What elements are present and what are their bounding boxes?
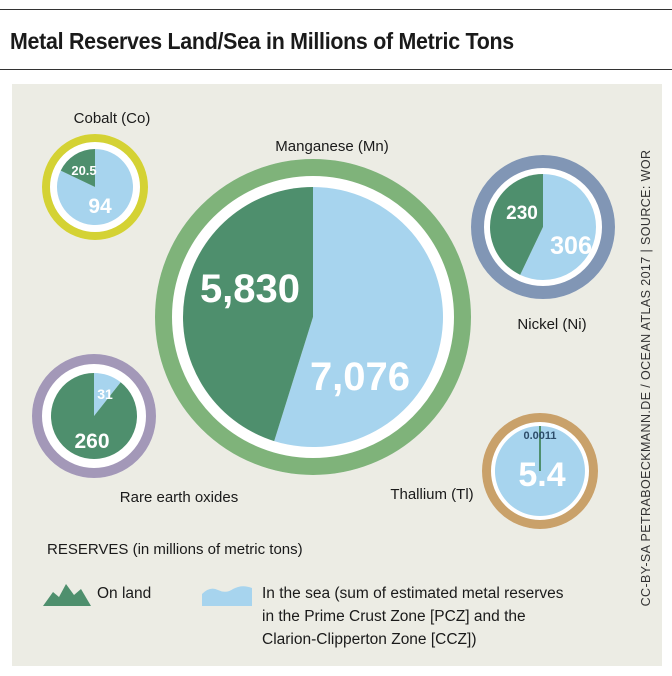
thallium-sea-value-label: 5.4	[518, 456, 565, 494]
title-rule	[0, 69, 672, 70]
top-rule	[0, 9, 672, 10]
rare-earth-name-label: Rare earth oxides	[120, 489, 238, 506]
nickel-ring	[471, 155, 615, 299]
legend-land-label: On land	[97, 585, 152, 602]
chart-title: Metal Reserves Land/Sea in Millions of M…	[10, 28, 514, 54]
legend-land-icon	[43, 584, 91, 606]
cobalt-land-value-label: 20.5	[71, 163, 96, 178]
cobalt-sea-value-label: 94	[88, 195, 112, 218]
manganese-sea-slice	[274, 187, 443, 447]
legend-title: RESERVES (in millions of metric tons)	[47, 541, 303, 558]
nickel-sea-slice	[520, 174, 596, 280]
manganese-sea-value-label: 7,076	[310, 355, 410, 399]
manganese-name-label: Manganese (Mn)	[275, 138, 388, 155]
rare-earth-land-value-label: 260	[74, 430, 109, 453]
thallium-land-value-label: 0.0011	[523, 430, 556, 442]
rare-earth-sea-value-label: 31	[97, 386, 113, 402]
legend-sea-line-3: Clarion-Clipperton Zone [CCZ])	[262, 631, 477, 648]
rare-earth-land-slice	[50, 373, 137, 459]
nickel-land-slice	[490, 173, 543, 275]
legend-sea-line-1: In the sea (sum of estimated metal reser…	[262, 585, 564, 602]
rare-earth-ring	[32, 354, 156, 478]
manganese-land-slice	[182, 187, 313, 442]
legend-sea-label: In the sea (sum of estimated metal reser…	[262, 582, 564, 651]
credit-text: CC-BY-SA PETRABOECKMANN.DE / OCEAN ATLAS…	[639, 149, 653, 607]
rare-earth-sea-slice	[94, 373, 121, 416]
nickel-sea-value-label: 306	[550, 232, 592, 260]
legend-sea-icon	[202, 586, 252, 606]
cobalt-land-slice	[60, 149, 95, 187]
manganese-ring	[155, 159, 471, 475]
nickel-land-value-label: 230	[506, 203, 538, 224]
thallium-name-label: Thallium (Tl)	[390, 486, 473, 503]
legend-sea-line-2: in the Prime Crust Zone [PCZ] and the	[262, 608, 526, 625]
cobalt-ring	[42, 134, 148, 240]
thallium-ring	[482, 413, 598, 529]
cobalt-name-label: Cobalt (Co)	[74, 110, 151, 127]
manganese-land-value-label: 5,830	[200, 267, 300, 311]
nickel-name-label: Nickel (Ni)	[517, 316, 586, 333]
